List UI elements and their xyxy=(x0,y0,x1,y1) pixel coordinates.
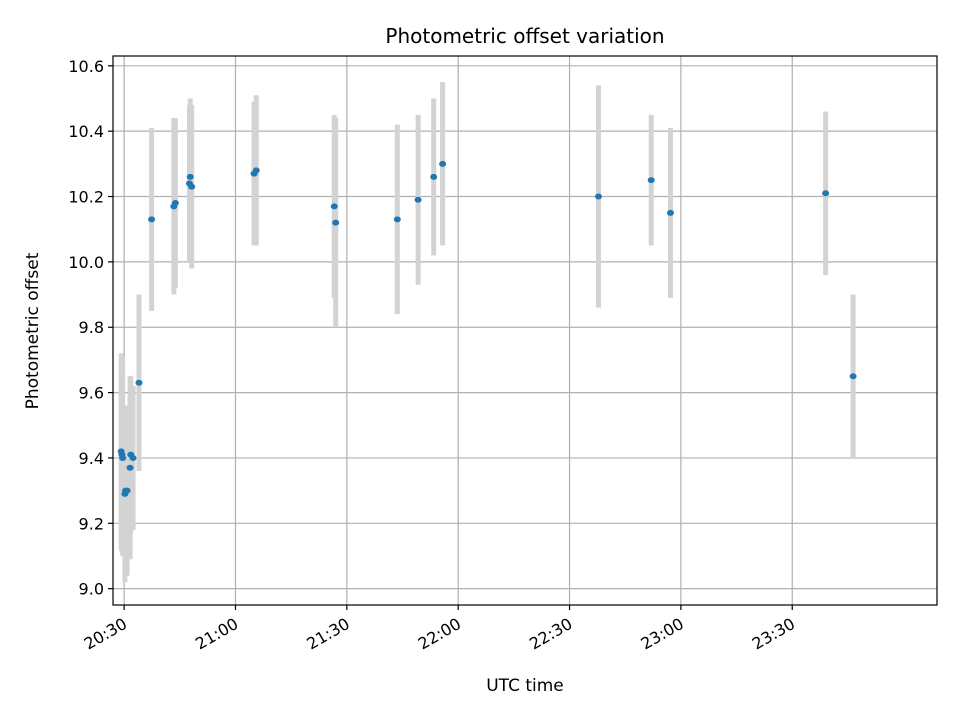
data-point xyxy=(332,219,340,226)
x-axis-title: UTC time xyxy=(486,676,564,696)
y-tick-label: 9.0 xyxy=(79,580,104,599)
y-tick-label: 9.4 xyxy=(79,449,104,468)
data-point xyxy=(393,216,401,223)
data-point xyxy=(430,173,438,180)
y-tick-label: 10.4 xyxy=(68,122,104,141)
data-point xyxy=(171,200,179,207)
plot-frame xyxy=(112,55,938,606)
y-tick-label: 10.6 xyxy=(68,57,104,76)
data-point xyxy=(439,160,447,167)
data-point xyxy=(135,379,143,386)
data-point xyxy=(822,190,830,197)
data-point xyxy=(126,464,134,471)
data-point xyxy=(414,196,422,203)
data-point xyxy=(330,203,338,210)
data-point xyxy=(123,487,131,494)
data-point xyxy=(252,167,260,174)
data-point xyxy=(188,183,196,190)
y-axis-title: Photometric offset xyxy=(23,252,43,409)
data-point xyxy=(647,177,655,184)
y-tick-label: 10.0 xyxy=(68,253,104,272)
data-point xyxy=(129,454,137,461)
data-point xyxy=(594,193,602,200)
grid-layer xyxy=(113,56,937,605)
y-tick-label: 9.8 xyxy=(79,318,104,337)
data-point xyxy=(119,454,127,461)
data-point xyxy=(849,373,857,380)
data-point xyxy=(148,216,156,223)
data-point xyxy=(666,209,674,216)
data-point xyxy=(186,173,194,180)
y-tick-label: 9.6 xyxy=(79,384,104,403)
y-tick-label: 9.2 xyxy=(79,514,104,533)
chart-title: Photometric offset variation xyxy=(385,24,664,48)
point-layer xyxy=(117,160,857,497)
y-tick-label: 10.2 xyxy=(68,188,104,207)
